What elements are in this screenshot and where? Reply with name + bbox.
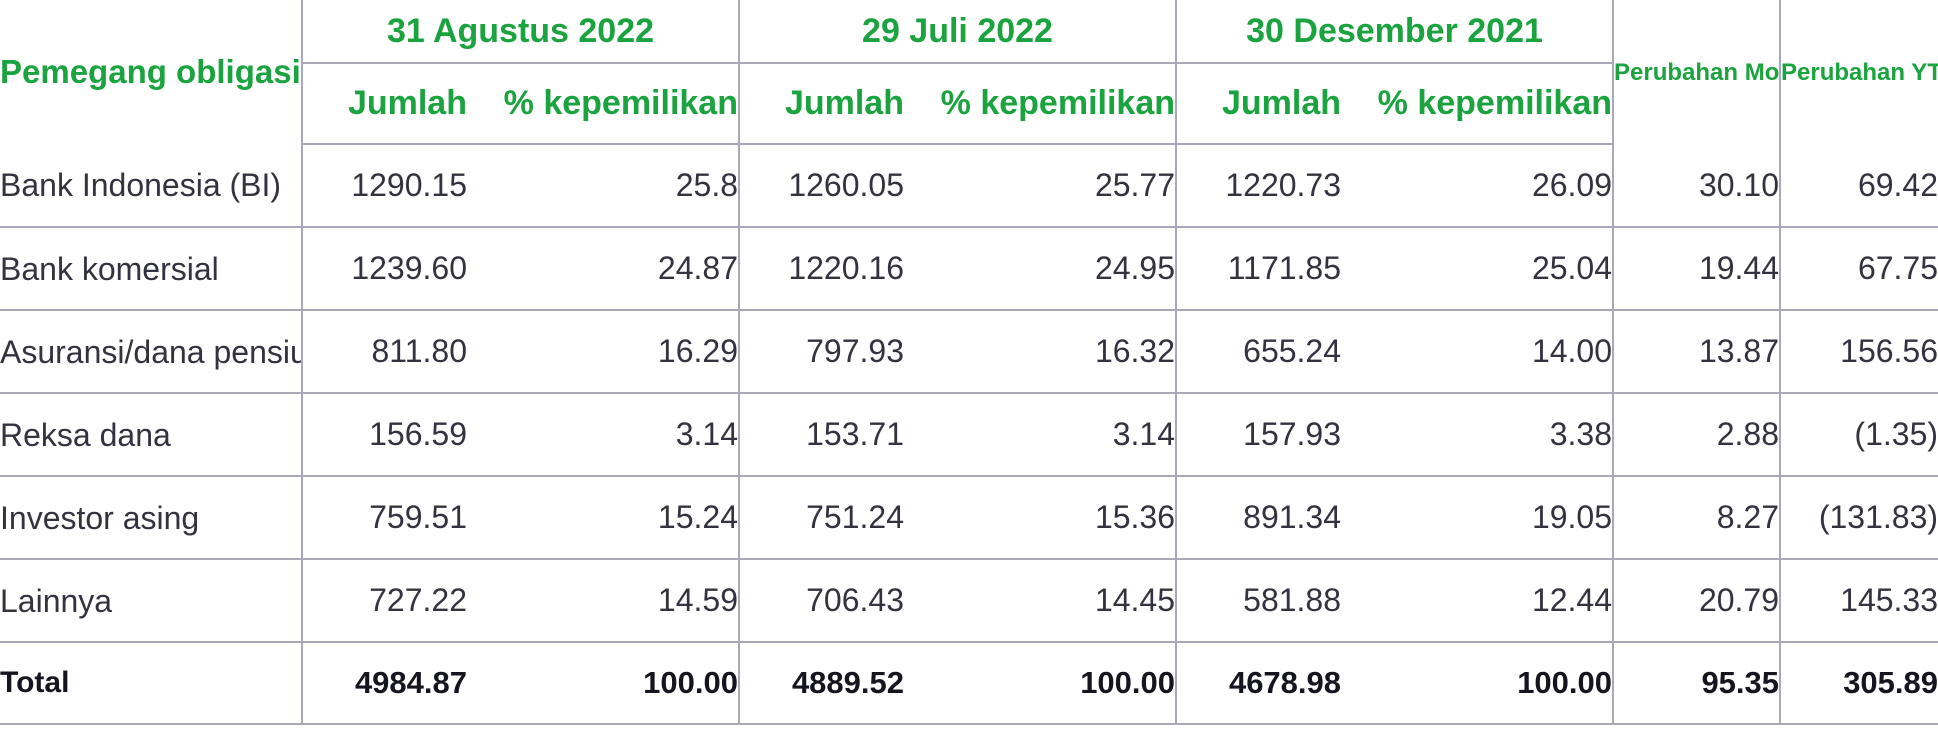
cell-jumlah-jul: 706.43 [739, 559, 904, 643]
cell-change-mom: 19.44 [1613, 227, 1782, 311]
row-label: Reksa dana [0, 393, 303, 477]
date-header-dec-2021: 30 Desember 2021 [1176, 0, 1615, 64]
cell-jumlah-jul: 751.24 [739, 476, 904, 560]
cell-pct-aug: 25.8 [467, 144, 740, 228]
change-ytd-header: Perubahan YTD (triliun IDR) [1781, 58, 1938, 86]
cell-change-ytd: (1.35) [1780, 393, 1938, 477]
total-change-mom: 95.35 [1613, 642, 1782, 725]
cell-jumlah-jul: 153.71 [739, 393, 904, 477]
date-header-aug-2022: 31 Agustus 2022 [302, 0, 740, 64]
row-label: Asuransi/dana pensiun [0, 310, 303, 394]
cell-pct-dec: 19.05 [1341, 476, 1615, 560]
jumlah-header-dec: Jumlah [1176, 63, 1342, 145]
pct-header-dec: % kepemilikan [1341, 63, 1615, 145]
cell-pct-aug: 15.24 [467, 476, 740, 560]
cell-change-mom: 20.79 [1613, 559, 1782, 643]
date-header-jul-2022: 29 Juli 2022 [739, 0, 1178, 64]
cell-change-mom: 13.87 [1613, 310, 1782, 394]
cell-change-ytd: 67.75 [1780, 227, 1938, 311]
table-row: Bank Indonesia (BI) 1290.15 25.8 1260.05… [0, 144, 1938, 228]
total-jumlah-aug: 4984.87 [302, 642, 467, 725]
cell-jumlah-dec: 581.88 [1176, 559, 1342, 643]
cell-jumlah-aug: 759.51 [302, 476, 467, 560]
cell-change-mom: 8.27 [1613, 476, 1782, 560]
cell-jumlah-dec: 1220.73 [1176, 144, 1342, 228]
cell-pct-dec: 3.38 [1341, 393, 1615, 477]
jumlah-header-aug: Jumlah [302, 63, 467, 145]
cell-pct-jul: 24.95 [904, 227, 1178, 311]
table-row: Investor asing 759.51 15.24 751.24 15.36… [0, 476, 1938, 560]
cell-pct-jul: 3.14 [904, 393, 1178, 477]
cell-jumlah-aug: 727.22 [302, 559, 467, 643]
cell-jumlah-aug: 1239.60 [302, 227, 467, 311]
total-pct-dec: 100.00 [1341, 642, 1615, 725]
cell-pct-jul: 16.32 [904, 310, 1178, 394]
cell-change-mom: 30.10 [1613, 144, 1782, 228]
cell-pct-jul: 25.77 [904, 144, 1178, 228]
pct-header-aug: % kepemilikan [467, 63, 740, 145]
cell-jumlah-dec: 157.93 [1176, 393, 1342, 477]
table-row: Lainnya 727.22 14.59 706.43 14.45 581.88… [0, 559, 1938, 643]
cell-jumlah-jul: 1220.16 [739, 227, 904, 311]
cell-jumlah-aug: 1290.15 [302, 144, 467, 228]
table-row: Reksa dana 156.59 3.14 153.71 3.14 157.9… [0, 393, 1938, 477]
total-pct-aug: 100.00 [467, 642, 740, 725]
cell-pct-dec: 14.00 [1341, 310, 1615, 394]
cell-pct-aug: 16.29 [467, 310, 740, 394]
total-pct-jul: 100.00 [904, 642, 1178, 725]
cell-jumlah-aug: 811.80 [302, 310, 467, 394]
cell-jumlah-aug: 156.59 [302, 393, 467, 477]
cell-pct-aug: 24.87 [467, 227, 740, 311]
cell-pct-dec: 25.04 [1341, 227, 1615, 311]
jumlah-header-jul: Jumlah [739, 63, 904, 145]
cell-jumlah-dec: 1171.85 [1176, 227, 1342, 311]
cell-pct-aug: 3.14 [467, 393, 740, 477]
cell-change-mom: 2.88 [1613, 393, 1782, 477]
pct-header-jul: % kepemilikan [904, 63, 1178, 145]
total-change-ytd: 305.89 [1780, 642, 1938, 725]
change-mom-header: Perubahan MoM (triliun IDR) [1613, 0, 1782, 144]
holder-column-header: Pemegang obligasi [0, 0, 303, 144]
total-jumlah-dec: 4678.98 [1176, 642, 1342, 725]
total-row: Total 4984.87 100.00 4889.52 100.00 4678… [0, 642, 1938, 725]
cell-change-ytd: 69.42 [1780, 144, 1938, 228]
row-label: Bank Indonesia (BI) [0, 144, 303, 228]
cell-pct-dec: 12.44 [1341, 559, 1615, 643]
cell-jumlah-jul: 797.93 [739, 310, 904, 394]
row-label: Investor asing [0, 476, 303, 560]
cell-pct-jul: 14.45 [904, 559, 1178, 643]
table-row: Asuransi/dana pensiun 811.80 16.29 797.9… [0, 310, 1938, 394]
cell-pct-dec: 26.09 [1341, 144, 1615, 228]
cell-jumlah-jul: 1260.05 [739, 144, 904, 228]
cell-change-ytd: 145.33 [1780, 559, 1938, 643]
total-label: Total [0, 642, 303, 725]
row-label: Bank komersial [0, 227, 303, 311]
table-row: Bank komersial 1239.60 24.87 1220.16 24.… [0, 227, 1938, 311]
cell-pct-jul: 15.36 [904, 476, 1178, 560]
cell-jumlah-dec: 891.34 [1176, 476, 1342, 560]
row-label: Lainnya [0, 559, 303, 643]
total-jumlah-jul: 4889.52 [739, 642, 904, 725]
cell-pct-aug: 14.59 [467, 559, 740, 643]
cell-jumlah-dec: 655.24 [1176, 310, 1342, 394]
cell-change-ytd: 156.56 [1780, 310, 1938, 394]
cell-change-ytd: (131.83) [1780, 476, 1938, 560]
